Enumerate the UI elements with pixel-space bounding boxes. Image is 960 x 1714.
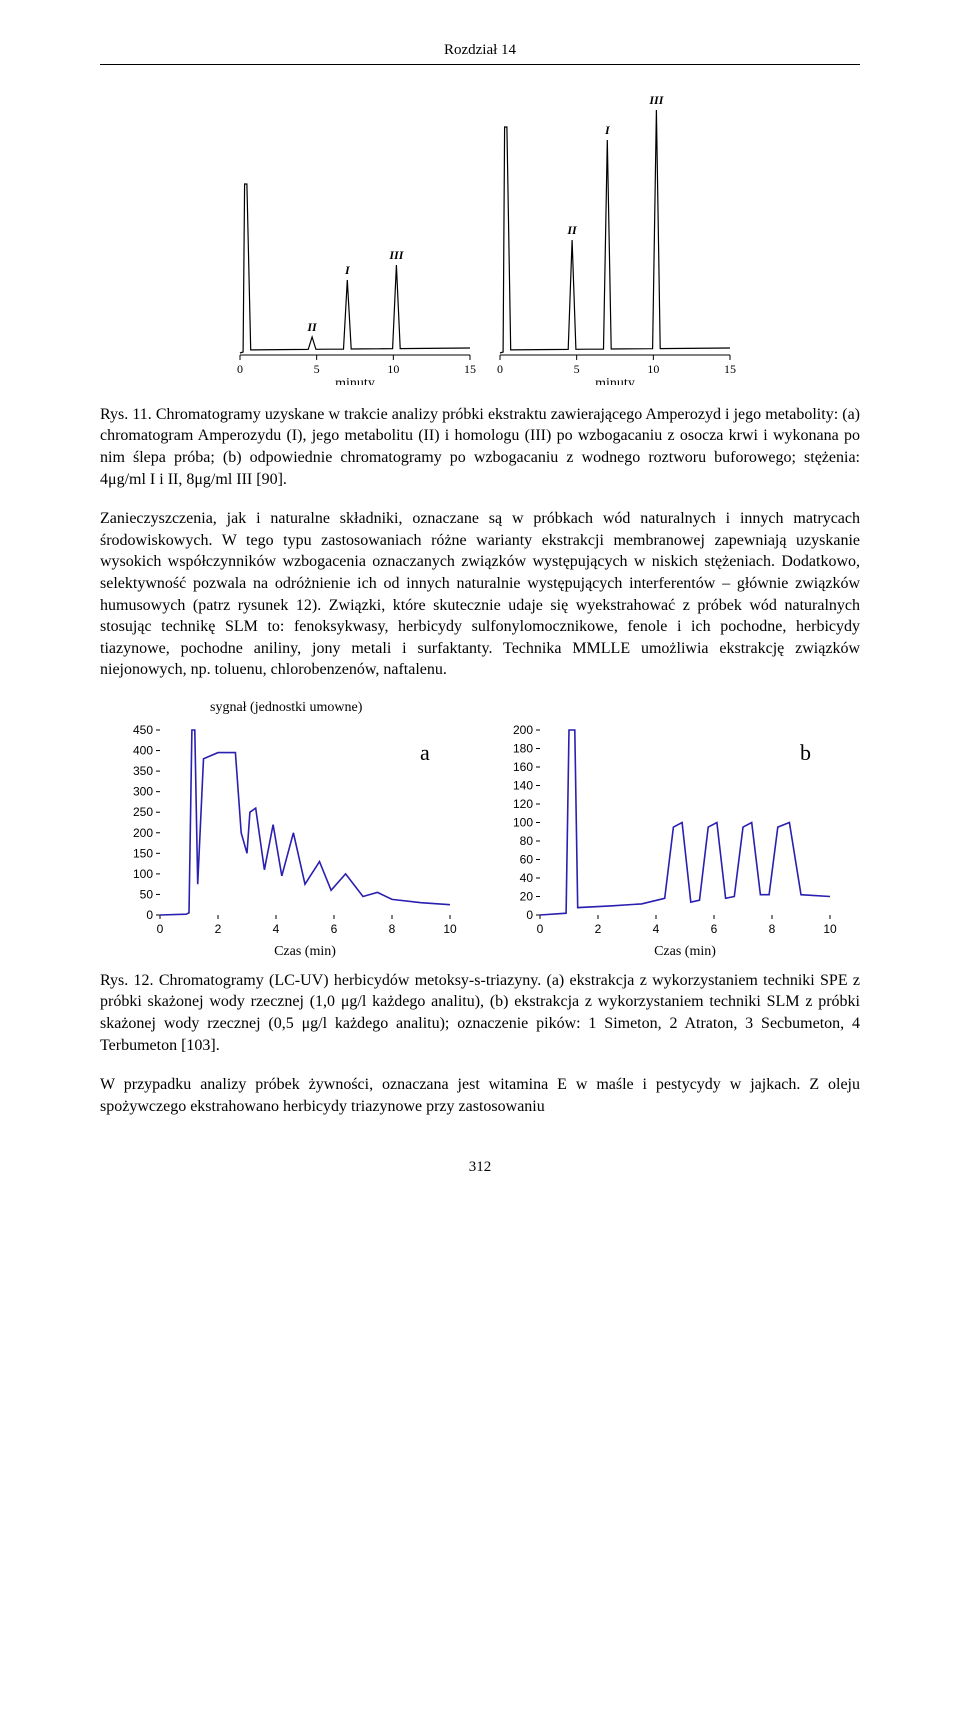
svg-text:I: I [344,263,351,277]
svg-text:0: 0 [146,908,153,922]
svg-text:8: 8 [769,922,776,936]
svg-text:0: 0 [237,362,243,376]
body-paragraph-2: W przypadku analizy próbek żywności, ozn… [100,1074,860,1117]
signal-axis-label: sygnał (jednostki umowne) [210,699,860,718]
svg-text:III: III [388,248,404,262]
svg-text:II: II [306,320,318,334]
svg-text:0: 0 [157,922,164,936]
figure-12-caption: Rys. 12. Chromatogramy (LC-UV) herbicydó… [100,970,860,1056]
svg-text:10: 10 [647,362,659,376]
chapter-header: Rozdział 14 [100,40,860,60]
svg-text:0: 0 [537,922,544,936]
svg-text:5: 5 [574,362,580,376]
svg-text:50: 50 [140,887,154,901]
svg-text:300: 300 [133,785,153,799]
svg-text:a: a [420,740,430,765]
svg-text:180: 180 [513,741,533,755]
chart-a-svg: 0 50 100 150 200 250 300 350 400 450 0 2 4 6 8 10 Czas (… [115,720,465,960]
svg-text:250: 250 [133,805,153,819]
svg-text:120: 120 [513,797,533,811]
chart-b-svg: 0 20 40 60 80 100 120 140 160 180 200 0 2 4 6 8 10 Czas (… [495,720,845,960]
svg-text:100: 100 [133,867,153,881]
svg-text:6: 6 [331,922,338,936]
chart-b-wrap: 0 20 40 60 80 100 120 140 160 180 200 0 2 4 6 8 10 Czas (… [495,720,845,960]
chart-a-wrap: 0 50 100 150 200 250 300 350 400 450 0 2 4 6 8 10 Czas (… [115,720,465,960]
svg-text:15: 15 [724,362,736,376]
svg-text:15: 15 [464,362,476,376]
svg-text:5: 5 [314,362,320,376]
svg-text:20: 20 [520,889,534,903]
svg-text:60: 60 [520,852,534,866]
svg-text:10: 10 [387,362,399,376]
svg-text:200: 200 [133,826,153,840]
figure-12-charts: 0501001502002503003504004500246810Czas (… [100,720,860,960]
svg-text:40: 40 [520,871,534,885]
svg-text:10: 10 [443,922,457,936]
svg-text:0: 0 [497,362,503,376]
svg-text:2: 2 [215,922,222,936]
svg-text:b: b [800,740,811,765]
header-rule [100,64,860,65]
svg-text:140: 140 [513,778,533,792]
svg-text:160: 160 [513,760,533,774]
svg-text:8: 8 [389,922,396,936]
svg-text:minuty: minuty [595,376,635,385]
svg-text:6: 6 [711,922,718,936]
svg-text:III: III [648,93,664,107]
svg-text:200: 200 [513,723,533,737]
svg-text:0: 0 [526,908,533,922]
body-paragraph-1: Zanieczyszczenia, jak i naturalne składn… [100,508,860,681]
svg-text:100: 100 [513,815,533,829]
svg-text:80: 80 [520,834,534,848]
figure-11-caption: Rys. 11. Chromatogramy uzyskane w trakci… [100,404,860,490]
figure-11-chromatograms: 051015minutyIIIIII051015minutyIIIIII [100,85,860,392]
svg-text:150: 150 [133,846,153,860]
svg-text:400: 400 [133,743,153,757]
page-number: 312 [100,1157,860,1177]
svg-text:Czas (min): Czas (min) [654,944,716,959]
svg-text:4: 4 [653,922,660,936]
svg-text:2: 2 [595,922,602,936]
svg-text:350: 350 [133,764,153,778]
svg-text:4: 4 [273,922,280,936]
svg-text:450: 450 [133,723,153,737]
chromatogram-svg: 051015minutyIIIIII051015minutyIIIIII [220,85,740,385]
svg-text:Czas (min): Czas (min) [274,944,336,959]
svg-text:10: 10 [823,922,837,936]
svg-text:I: I [604,123,611,137]
svg-text:minuty: minuty [335,376,375,385]
svg-text:II: II [566,223,578,237]
